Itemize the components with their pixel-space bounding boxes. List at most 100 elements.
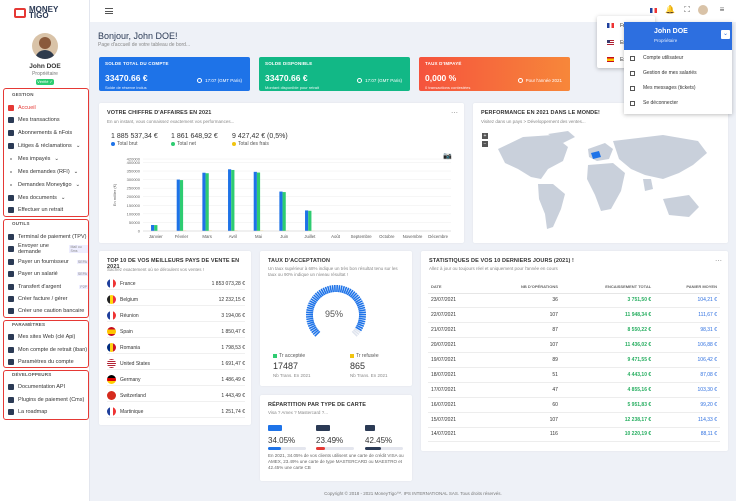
col-panier[interactable]: PANIER MOYEN bbox=[654, 281, 720, 294]
chevron-down-icon: ⌄ bbox=[75, 143, 81, 149]
country-row[interactable]: Belgium 12 232,15 € bbox=[107, 294, 245, 306]
page-subtitle: Page d'accueil de votre tableau de bord.… bbox=[98, 42, 191, 48]
more-options-icon[interactable]: ⋯ bbox=[715, 258, 722, 265]
gauge-segment bbox=[358, 309, 366, 312]
menu-toggle-icon[interactable] bbox=[105, 8, 113, 14]
acceptance-gauge bbox=[305, 284, 367, 337]
sidebar-item-roadmap[interactable]: La roadmap bbox=[8, 407, 88, 417]
sidebar-item-tpv[interactable]: Terminal de paiement (TPV) bbox=[8, 232, 88, 242]
gauge-segment bbox=[311, 327, 318, 334]
world-map[interactable] bbox=[493, 129, 721, 237]
camera-icon[interactable]: 📷 bbox=[443, 153, 452, 160]
x-tick-label: Décembre bbox=[428, 234, 448, 239]
language-flag-icon[interactable] bbox=[650, 7, 657, 13]
country-row[interactable]: France 1 853 073,28 € bbox=[107, 278, 245, 290]
sidebar-item-envoyer-demande[interactable]: Envoyer une demande Mail ou Sms bbox=[8, 243, 88, 255]
sidebar-item-documents[interactable]: Mes documents ⌄ bbox=[8, 193, 88, 203]
sidebar-item-abonnements[interactable]: Abonnements & nFois bbox=[8, 128, 88, 138]
menu-item-compte[interactable]: Compte utilisateur bbox=[630, 52, 683, 64]
x-tick-label: Février bbox=[175, 234, 189, 239]
col-encaissement[interactable]: ENCAISSEMENT TOTAL bbox=[560, 281, 655, 294]
cell-panier: 87,08 € bbox=[654, 367, 720, 383]
menu-item-messages[interactable]: Mes messages (tickets) bbox=[630, 82, 696, 94]
gauge-segment bbox=[329, 285, 333, 293]
avatar[interactable] bbox=[32, 33, 58, 59]
menu-item-deconnexion[interactable]: Se déconnecter bbox=[630, 97, 678, 109]
gauge-segment bbox=[353, 296, 361, 302]
sidebar-item-parametres[interactable]: Paramètres du compte bbox=[8, 357, 88, 367]
section-parametres-frame bbox=[3, 320, 89, 368]
table-row: 23/07/2021 36 3 751,50 €104,21 € bbox=[428, 293, 720, 309]
sidebar-item-sites-web[interactable]: Mes sites Web (clé Api) bbox=[8, 332, 88, 342]
sidebar-item-transactions[interactable]: Mes transactions bbox=[8, 115, 88, 125]
table-row: 18/07/2021 51 4 443,10 €87,08 € bbox=[428, 367, 720, 383]
y-tick-label: 300000 bbox=[127, 177, 141, 182]
gauge-segment bbox=[358, 306, 366, 311]
chevron-down-icon[interactable]: ⌄ bbox=[721, 30, 730, 39]
fullscreen-icon[interactable]: ⛶ bbox=[684, 5, 690, 14]
cell-operations: 116 bbox=[483, 427, 561, 443]
brand-line2: TIGO bbox=[29, 11, 49, 20]
y-tick-label: 350000 bbox=[127, 169, 141, 174]
sidebar-item-api-doc[interactable]: Documentation API bbox=[8, 382, 88, 392]
sidebar-item-rfi[interactable]: Mes demandes (RFI) ⌄ bbox=[8, 167, 88, 177]
home-icon bbox=[8, 105, 14, 111]
cell-date: 16/07/2021 bbox=[428, 397, 484, 413]
zoom-out-button[interactable]: − bbox=[482, 141, 488, 147]
sidebar-item-plugins[interactable]: Plugins de paiement (Cms) bbox=[8, 395, 88, 405]
sidebar-item-payer-salarie[interactable]: Payer un salarié SEPA bbox=[8, 269, 88, 279]
gauge-segment bbox=[355, 300, 363, 305]
country-row[interactable]: Réunion 3 194,06 € bbox=[107, 310, 245, 322]
more-icon[interactable]: ≡ bbox=[719, 5, 725, 14]
acceptance-subtitle: Un taux supérieur à 68% indique un très … bbox=[268, 266, 398, 277]
country-row[interactable]: Romania 1 798,53 € bbox=[107, 342, 245, 354]
bar-total-brut bbox=[151, 225, 155, 231]
sidebar-item-litiges[interactable]: Litiges & réclamations ⌄ bbox=[8, 141, 88, 151]
cell-panier: 104,21 € bbox=[654, 293, 720, 309]
more-options-icon[interactable]: ⋯ bbox=[451, 110, 458, 117]
col-operations[interactable]: NB D'OPÉRATIONS bbox=[483, 281, 561, 294]
y-tick-label: 420000 bbox=[127, 157, 141, 162]
sidebar-item-caution[interactable]: Créer une caution bancaire bbox=[8, 306, 88, 316]
brand-logo[interactable]: MONEY TIGO bbox=[14, 6, 76, 20]
sidebar-item-transfert[interactable]: Transfert d'argent P2P bbox=[8, 282, 88, 292]
bell-icon[interactable]: 🔔 bbox=[665, 5, 675, 14]
country-row[interactable]: United States 1 691,47 € bbox=[107, 358, 245, 370]
stat-total-net: 1 861 648,92 € Total net bbox=[171, 133, 218, 147]
user-avatar-icon[interactable] bbox=[698, 5, 708, 15]
transactions-icon bbox=[8, 117, 14, 123]
sidebar-item-payer-fournisseur[interactable]: Payer un fournisseur SEPA bbox=[8, 257, 88, 267]
cell-panier: 88,11 € bbox=[654, 427, 720, 443]
country-row[interactable]: Martinique 1 251,74 € bbox=[107, 406, 245, 418]
sidebar: MONEY TIGO John DOE Propriétaire Vérifié … bbox=[0, 0, 90, 501]
card-type-panel: RÉPARTITION PAR TYPE DE CARTE Visa ? Ame… bbox=[260, 395, 412, 481]
sidebar-item-retrait[interactable]: Effectuer un retrait bbox=[8, 205, 88, 215]
sidebar-item-facture[interactable]: Créer facture / gérer bbox=[8, 294, 88, 304]
sidebar-item-accueil[interactable]: Accueil bbox=[8, 103, 88, 113]
sidebar-item-impayes[interactable]: Mes impayés ⌄ bbox=[8, 154, 88, 164]
flag-us-icon bbox=[107, 359, 116, 368]
message-icon bbox=[630, 85, 635, 91]
gauge-segment bbox=[354, 327, 361, 334]
menu-item-salaries[interactable]: Gestion de mes salariés bbox=[630, 67, 697, 79]
cell-operations: 107 bbox=[483, 337, 561, 354]
subscriptions-icon bbox=[8, 130, 14, 136]
cell-operations: 107 bbox=[483, 412, 561, 428]
table-row: 14/07/2021 116 10 220,19 €88,11 € bbox=[428, 427, 720, 443]
gauge-segment bbox=[337, 285, 341, 293]
col-date[interactable]: DATE bbox=[428, 281, 484, 294]
flag-germany-icon bbox=[107, 375, 116, 384]
countries-title: TOP 10 DE VOS MEILLEURS PAYS DE VENTE EN… bbox=[107, 258, 240, 270]
country-row[interactable]: Switzerland 1 443,49 € bbox=[107, 390, 245, 402]
revenue-chart: 0 50000 100000 150000 200000 250000 300000 3500… bbox=[112, 157, 451, 239]
country-row[interactable]: Germany 1 486,49 € bbox=[107, 374, 245, 386]
sidebar-item-demandes[interactable]: Demandes Moneytigo ⌄ bbox=[8, 180, 88, 190]
zoom-in-button[interactable]: + bbox=[482, 133, 488, 139]
country-row[interactable]: Spain 1 850,47 € bbox=[107, 326, 245, 338]
cell-operations: 51 bbox=[483, 367, 561, 383]
sidebar-item-iban[interactable]: Mon compte de retrait (iban) bbox=[8, 345, 88, 355]
bar-total-net bbox=[179, 180, 184, 231]
gauge-segment bbox=[352, 294, 359, 301]
flag-switzerland-icon bbox=[107, 391, 116, 400]
cell-date: 22/07/2021 bbox=[428, 307, 484, 324]
